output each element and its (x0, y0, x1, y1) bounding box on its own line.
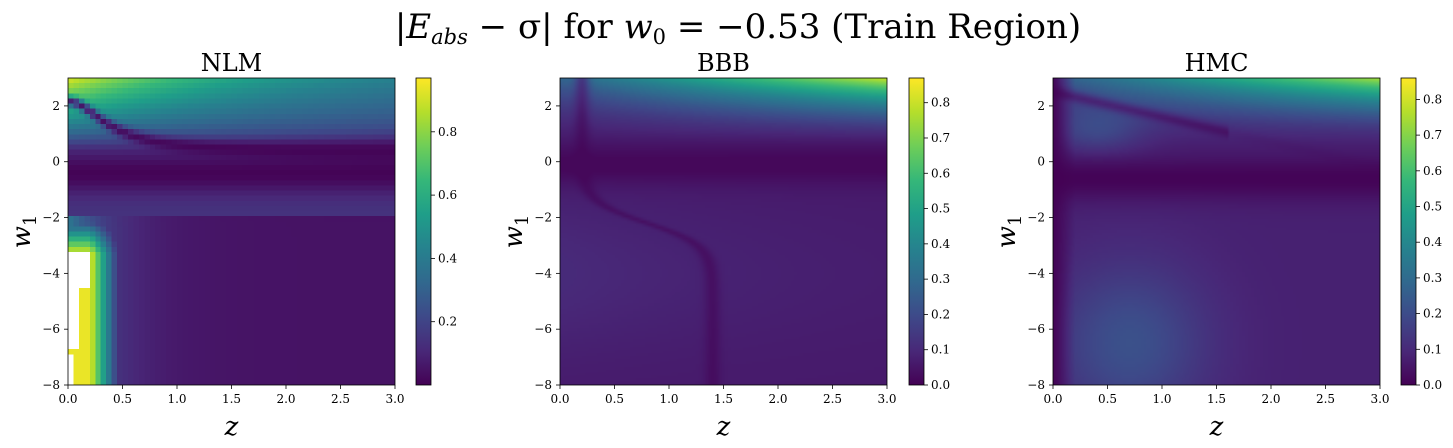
y-tick-label: 0 (544, 155, 552, 169)
colorbar-tick-label: 0.2 (1423, 307, 1442, 321)
x-tick-label: 3.0 (877, 392, 896, 406)
colorbar-tick-label: 0.1 (931, 343, 950, 357)
x-tick-label: 1.0 (659, 392, 678, 406)
colorbar-tick-label: 0.2 (931, 307, 950, 321)
heatmap-image (560, 78, 887, 385)
y-tick-label: 2 (1037, 99, 1045, 113)
colorbar (415, 77, 432, 386)
colorbar-tick-label: 0.6 (1423, 164, 1442, 178)
y-tick-label: 2 (52, 99, 60, 113)
x-tick-label: 1.5 (1207, 392, 1226, 406)
colorbar-tick-label: 0.4 (1423, 235, 1442, 249)
colorbar-tick-label: 0.3 (1423, 271, 1442, 285)
colorbar (908, 77, 925, 386)
y-axis-label: w1 (7, 215, 41, 249)
x-axis-label: z (224, 412, 239, 442)
x-tick-label: 2.5 (331, 392, 350, 406)
colorbar (1400, 77, 1417, 386)
colorbar-tick-label: 0.5 (931, 202, 950, 216)
y-tick-label: −4 (1027, 266, 1045, 280)
figure-suptitle: |Eabs − σ| for w0 = −0.53 (Train Region) (395, 7, 1081, 49)
x-axis-label: z (1209, 412, 1224, 442)
colorbar-tick-label: 0.7 (1423, 128, 1442, 142)
colorbar-tick-label: 0.1 (1423, 342, 1442, 356)
colorbar-tick-label: 0.0 (931, 378, 950, 392)
x-axis-label: z (716, 412, 731, 442)
colorbar-tick-label: 0.2 (438, 315, 457, 329)
panels: NLM 0.0 0.5 1.0 1.5 2.0 2.5 3.0 −8 −6 −4 −2 0 2 z w1 0.2… (7, 49, 1442, 442)
heatmap-image (68, 78, 395, 385)
colorbar-tick-label: 0.6 (931, 166, 950, 180)
x-tick-label: 2.5 (1316, 392, 1335, 406)
y-tick-label: 0 (1037, 155, 1045, 169)
x-tick-label: 1.0 (1152, 392, 1171, 406)
panel-title: NLM (201, 49, 263, 77)
y-tick-label: 2 (544, 99, 552, 113)
x-tick-label: 0.5 (605, 392, 624, 406)
colorbar-tick-label: 0.0 (1423, 378, 1442, 392)
x-tick-label: 0.0 (550, 392, 569, 406)
y-tick-label: −6 (534, 322, 552, 336)
y-tick-label: 0 (52, 155, 60, 169)
x-tick-label: 2.0 (1261, 392, 1280, 406)
x-tick-label: 2.5 (823, 392, 842, 406)
colorbar-tick-label: 0.7 (931, 131, 950, 145)
x-tick-label: 1.5 (222, 392, 241, 406)
x-tick-label: 0.0 (1043, 392, 1062, 406)
x-tick-label: 0.5 (1098, 392, 1117, 406)
x-tick-label: 3.0 (1370, 392, 1389, 406)
panel-nlm: NLM 0.0 0.5 1.0 1.5 2.0 2.5 3.0 −8 −6 −4 −2 0 2 z w1 0.2… (7, 49, 457, 442)
colorbar-tick-label: 0.8 (438, 125, 457, 139)
x-tick-label: 1.5 (714, 392, 733, 406)
colorbar-tick-label: 0.6 (438, 188, 457, 202)
colorbar-tick-label: 0.4 (438, 251, 457, 265)
panel-bbb: BBB 0.0 0.5 1.0 1.5 2.0 2.5 3.0 −8 −6 −4 −2 0 2 z w1 0.0… (499, 49, 950, 442)
x-tick-label: 3.0 (385, 392, 404, 406)
y-axis-label: w1 (499, 215, 533, 249)
colorbar-tick-label: 0.8 (931, 96, 950, 110)
x-tick-label: 0.5 (113, 392, 132, 406)
x-tick-label: 2.0 (768, 392, 787, 406)
y-tick-label: −6 (1027, 322, 1045, 336)
y-tick-label: −8 (534, 378, 552, 392)
y-axis-label: w1 (992, 215, 1026, 249)
colorbar-tick-label: 0.4 (931, 237, 950, 251)
colorbar-tick-label: 0.8 (1423, 92, 1442, 106)
x-tick-label: 2.0 (276, 392, 295, 406)
y-tick-label: −2 (1027, 211, 1045, 225)
colorbar-tick-label: 0.5 (1423, 200, 1442, 214)
panel-title: BBB (697, 49, 750, 77)
panel-title: HMC (1185, 49, 1249, 77)
y-tick-label: −2 (534, 211, 552, 225)
y-tick-label: −6 (42, 322, 60, 336)
y-tick-label: −8 (42, 378, 60, 392)
x-tick-label: 0.0 (58, 392, 77, 406)
panel-hmc: HMC 0.0 0.5 1.0 1.5 2.0 2.5 3.0 −8 −6 −4 −2 0 2 z w1 0.0… (992, 49, 1442, 442)
y-tick-label: −4 (534, 266, 552, 280)
y-tick-label: −4 (42, 266, 60, 280)
heatmap-image (1053, 78, 1380, 385)
colorbar-tick-label: 0.3 (931, 272, 950, 286)
y-tick-label: −2 (42, 211, 60, 225)
x-tick-label: 1.0 (167, 392, 186, 406)
y-tick-label: −8 (1027, 378, 1045, 392)
